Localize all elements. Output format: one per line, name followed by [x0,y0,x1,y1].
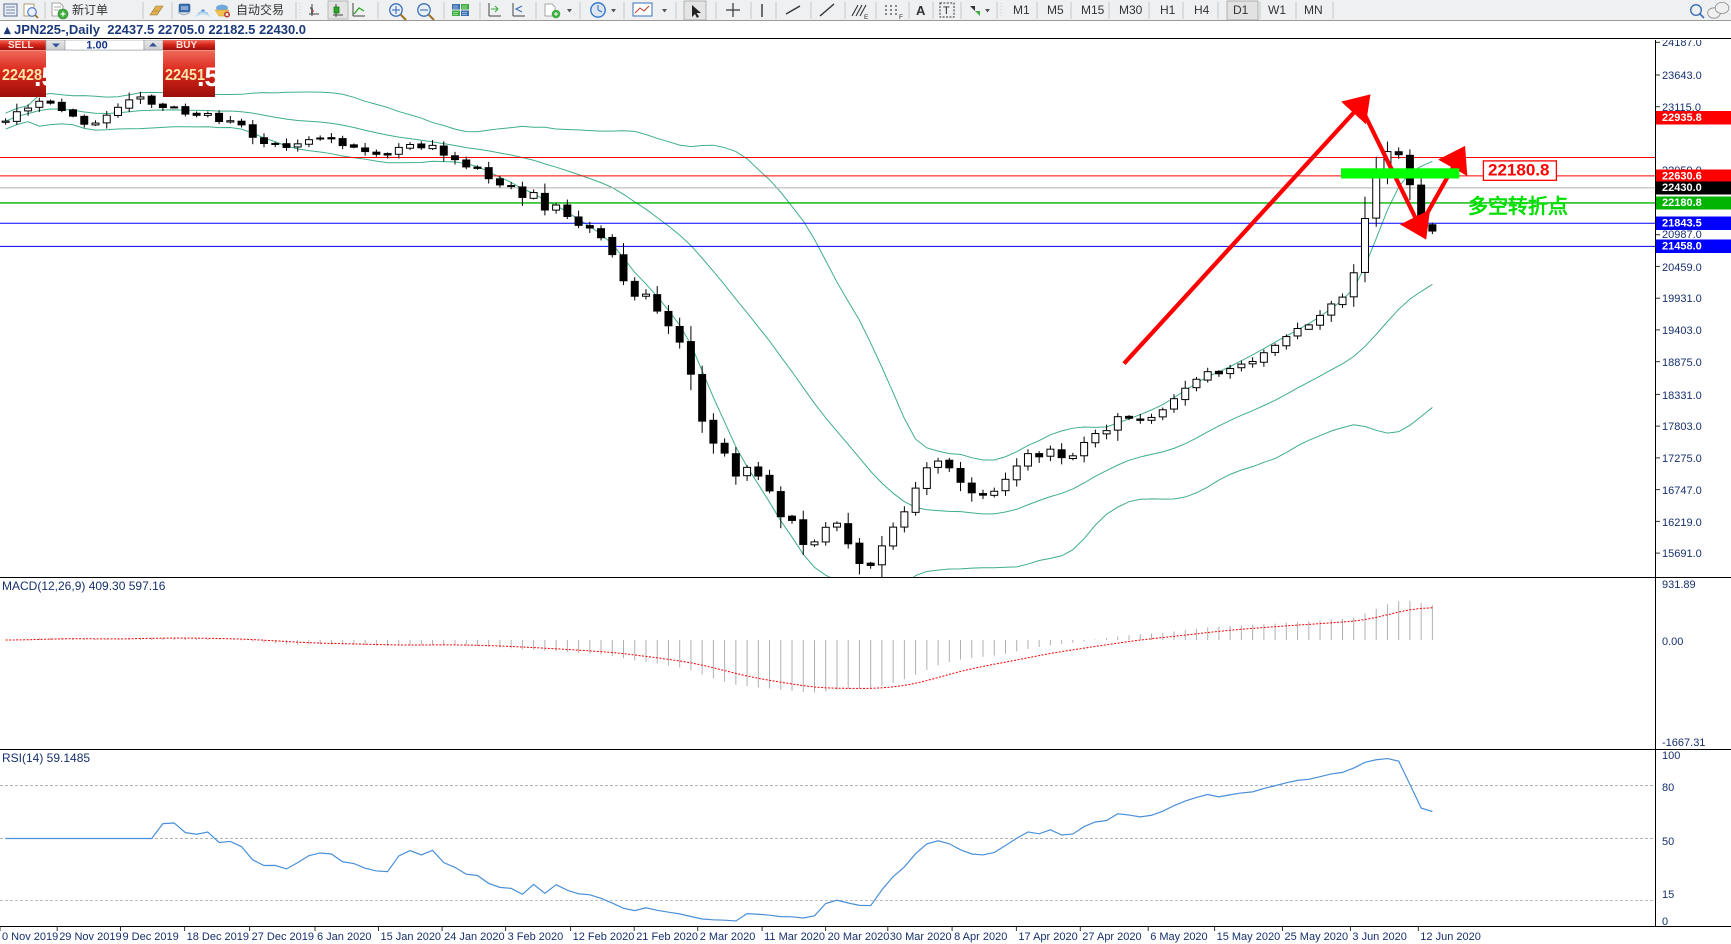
svg-text:12 Jun 2020: 12 Jun 2020 [1420,931,1481,943]
svg-text:D1: D1 [1233,3,1249,17]
svg-text:H1: H1 [1160,3,1176,17]
svg-text:15 May 2020: 15 May 2020 [1217,931,1281,943]
svg-text:17803.0: 17803.0 [1662,421,1702,433]
svg-text:A: A [916,3,926,18]
svg-text:F: F [899,14,903,21]
svg-text:20 Mar 2020: 20 Mar 2020 [828,931,890,943]
svg-text:25 May 2020: 25 May 2020 [1285,931,1349,943]
svg-text:22630.6: 22630.6 [1662,171,1702,183]
svg-text:18875.0: 18875.0 [1662,357,1702,369]
svg-text:11 Mar 2020: 11 Mar 2020 [764,931,825,943]
svg-text:29 Nov 2019: 29 Nov 2019 [59,931,121,943]
svg-text:6 May 2020: 6 May 2020 [1150,931,1207,943]
svg-text:M5: M5 [1047,3,1064,17]
svg-text:24 Jan 2020: 24 Jan 2020 [444,931,505,943]
svg-text:SELL: SELL [8,40,34,51]
svg-text:20459.0: 20459.0 [1662,262,1702,274]
svg-text:27 Apr 2020: 27 Apr 2020 [1082,931,1141,943]
svg-text:T: T [943,5,950,17]
svg-text:27 Dec 2019: 27 Dec 2019 [252,931,314,943]
svg-text:23643.0: 23643.0 [1662,70,1702,82]
svg-text:2 Mar 2020: 2 Mar 2020 [700,931,756,943]
svg-text:16219.0: 16219.0 [1662,517,1702,529]
svg-text:MN: MN [1304,3,1323,17]
svg-text:.5: .5 [197,62,215,92]
svg-text:M30: M30 [1119,3,1143,17]
svg-text:19931.0: 19931.0 [1662,293,1702,305]
svg-text:17 Apr 2020: 17 Apr 2020 [1018,931,1077,943]
svg-text:多空转折点: 多空转折点 [1468,194,1568,218]
svg-text:3 Jun 2020: 3 Jun 2020 [1352,931,1406,943]
svg-text:H4: H4 [1194,3,1210,17]
svg-text:.5: .5 [34,62,57,92]
svg-text:18 Dec 2019: 18 Dec 2019 [187,931,249,943]
svg-text:6 Jan 2020: 6 Jan 2020 [317,931,371,943]
svg-text:22935.8: 22935.8 [1662,112,1702,124]
svg-text:24187.0: 24187.0 [1662,40,1702,49]
svg-text:M15: M15 [1081,3,1105,17]
svg-text:E: E [864,14,869,21]
svg-text:15691.0: 15691.0 [1662,548,1702,560]
svg-text:自动交易: 自动交易 [236,2,284,17]
svg-text:BUY: BUY [176,40,197,51]
svg-text:1.00: 1.00 [86,40,107,52]
svg-text:21458.0: 21458.0 [1662,241,1702,253]
svg-text:新订单: 新订单 [72,2,108,17]
svg-text:0 Nov 2019: 0 Nov 2019 [2,931,58,943]
svg-text:21843.5: 21843.5 [1662,218,1702,230]
svg-text:16747.0: 16747.0 [1662,485,1702,497]
svg-text:12 Feb 2020: 12 Feb 2020 [573,931,635,943]
svg-text:22430.0: 22430.0 [1662,182,1702,194]
svg-text:M1: M1 [1013,3,1030,17]
svg-text:22180.8: 22180.8 [1662,197,1702,209]
svg-text:17275.0: 17275.0 [1662,453,1702,465]
svg-text:15 Jan 2020: 15 Jan 2020 [381,931,442,943]
svg-text:3 Feb 2020: 3 Feb 2020 [508,931,564,943]
svg-text:20987.0: 20987.0 [1662,229,1702,241]
svg-text:9 Dec 2019: 9 Dec 2019 [123,931,179,943]
svg-text:19403.0: 19403.0 [1662,325,1702,337]
svg-text:22180.8: 22180.8 [1488,161,1549,180]
svg-text:8 Apr 2020: 8 Apr 2020 [954,931,1007,943]
svg-text:18331.0: 18331.0 [1662,390,1702,402]
svg-text:30 Mar 2020: 30 Mar 2020 [890,931,952,943]
svg-text:21 Feb 2020: 21 Feb 2020 [636,931,698,943]
svg-text:W1: W1 [1268,3,1286,17]
